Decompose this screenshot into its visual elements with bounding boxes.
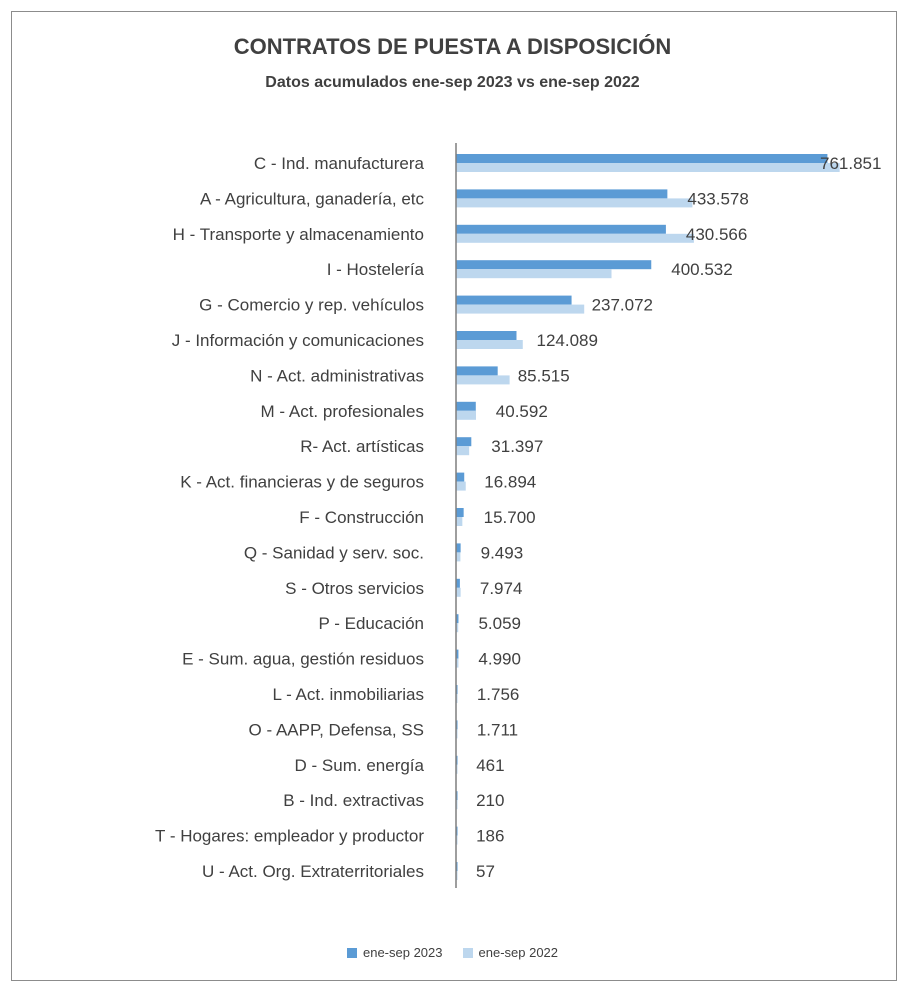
bar-2022 [456, 658, 459, 668]
bar-2023 [456, 437, 472, 447]
category-label: G - Comercio y rep. vehículos [199, 296, 424, 315]
bar-2023 [456, 366, 498, 376]
bar-2023 [456, 189, 668, 199]
bar-2023 [456, 578, 460, 588]
category-label: E - Sum. agua, gestión residuos [182, 650, 424, 669]
bar-2023 [456, 260, 652, 270]
bar-2022 [456, 481, 466, 491]
category-label: L - Act. inmobiliarias [273, 685, 424, 704]
category-label: C - Ind. manufacturera [254, 154, 425, 173]
data-label: 85.515 [518, 366, 570, 385]
data-label: 9.493 [481, 543, 524, 562]
category-label: Q - Sanidad y serv. soc. [244, 543, 424, 562]
category-label: O - AAPP, Defensa, SS [249, 720, 424, 739]
bar-2022 [456, 446, 470, 456]
data-label: 186 [476, 827, 504, 846]
data-label: 15.700 [484, 508, 536, 527]
bar-2022 [456, 587, 461, 597]
legend-item-2023: ene-sep 2023 [346, 945, 443, 960]
category-label: S - Otros servicios [285, 579, 424, 598]
data-label: 461 [476, 756, 504, 775]
data-label: 237.072 [592, 296, 653, 315]
legend-label-2022: ene-sep 2022 [478, 945, 559, 960]
category-label: R- Act. artísticas [300, 437, 424, 456]
bar-2023 [456, 543, 461, 553]
bar-2022 [456, 375, 510, 385]
data-label: 1.756 [477, 685, 520, 704]
bar-2022 [456, 623, 459, 633]
category-label: H - Transporte y almacenamiento [173, 225, 424, 244]
bar-2022 [456, 517, 463, 526]
category-label: N - Act. administrativas [250, 366, 424, 385]
legend-label-2023: ene-sep 2023 [362, 945, 443, 960]
bar-2022 [456, 304, 585, 314]
chart-legend: ene-sep 2023 ene-sep 2022 [0, 945, 905, 960]
data-label: 761.851 [820, 154, 881, 173]
bar-2023 [456, 508, 464, 517]
bar-2022 [456, 269, 612, 279]
data-label: 400.532 [671, 260, 732, 279]
data-label: 57 [476, 862, 495, 881]
category-label: J - Información y comunicaciones [172, 331, 424, 350]
bar-2023 [456, 154, 828, 163]
legend-swatch-2023 [346, 947, 357, 958]
category-label: A - Agricultura, ganadería, etc [200, 189, 424, 208]
bar-2023 [456, 331, 517, 340]
category-label: T - Hogares: empleador y productor [155, 827, 424, 846]
legend-item-2022: ene-sep 2022 [462, 945, 559, 960]
bar-2023 [456, 295, 572, 305]
category-label: D - Sum. energía [295, 756, 425, 775]
data-label: 124.089 [536, 331, 597, 350]
bar-2023 [456, 401, 476, 411]
bar-2023 [456, 614, 459, 624]
data-label: 7.974 [480, 579, 523, 598]
category-label: K - Act. financieras y de seguros [180, 473, 424, 492]
bar-2023 [456, 472, 465, 482]
data-label: 1.711 [477, 720, 518, 739]
data-label: 430.566 [686, 225, 747, 244]
category-label: I - Hostelería [327, 260, 425, 279]
bar-2022 [456, 198, 693, 208]
data-label: 31.397 [491, 437, 543, 456]
bar-2022 [456, 340, 523, 349]
category-label: U - Act. Org. Extraterritoriales [202, 862, 424, 881]
category-label: M - Act. profesionales [261, 402, 424, 421]
bar-2023 [456, 224, 666, 234]
data-label: 16.894 [484, 473, 536, 492]
category-label: P - Educación [318, 614, 424, 633]
bar-2022 [456, 410, 476, 420]
legend-swatch-2022 [462, 947, 473, 958]
category-label: B - Ind. extractivas [283, 791, 424, 810]
chart-frame [11, 11, 897, 981]
category-label: F - Construcción [299, 508, 424, 527]
data-label: 40.592 [496, 402, 548, 421]
bar-2023 [456, 649, 459, 659]
data-label: 4.990 [478, 650, 521, 669]
chart-subtitle: Datos acumulados ene-sep 2023 vs ene-sep… [265, 74, 640, 91]
bar-2022 [456, 163, 840, 172]
chart-title: CONTRATOS DE PUESTA A DISPOSICIÓN [233, 34, 672, 59]
data-label: 5.059 [478, 614, 521, 633]
bar-2022 [456, 233, 694, 243]
data-label: 210 [476, 791, 504, 810]
data-label: 433.578 [687, 189, 748, 208]
bar-2022 [456, 552, 461, 562]
